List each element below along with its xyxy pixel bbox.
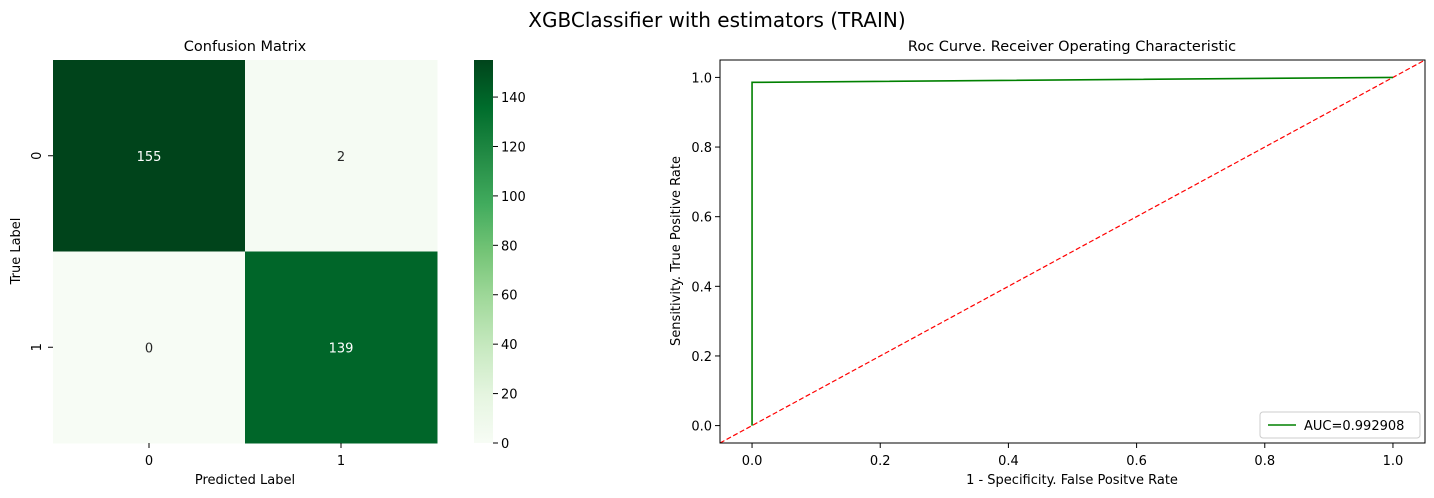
figure-suptitle: XGBClassifier with estimators (TRAIN)	[528, 8, 905, 32]
colorbar-tick-label: 20	[501, 388, 518, 403]
roc-xtick-label: 0.4	[998, 454, 1019, 469]
cm-xtick-label: 0	[145, 454, 153, 469]
cm-cell-0-1	[245, 60, 438, 252]
roc-xtick-label: 0.8	[1254, 454, 1275, 469]
roc-ytick-label: 0.6	[691, 211, 712, 226]
cm-value-0-0: 155	[137, 150, 162, 165]
colorbar-tick-label: 60	[501, 289, 518, 304]
roc-xlabel: 1 - Specificity. False Positve Rate	[966, 473, 1178, 488]
roc-ytick-label: 0.2	[691, 350, 712, 365]
cm-value-1-1: 139	[329, 341, 354, 356]
cm-colorbar	[474, 60, 493, 443]
roc-ytick-label: 0.8	[691, 141, 712, 156]
colorbar-tick-label: 80	[501, 239, 518, 254]
cm-cell-0-0	[53, 60, 246, 252]
roc-legend-label: AUC=0.992908	[1304, 419, 1404, 434]
roc-xtick-label: 1.0	[1383, 454, 1404, 469]
colorbar-tick-label: 120	[501, 140, 526, 155]
cm-cell-1-0	[53, 251, 246, 444]
colorbar-tick-label: 0	[501, 437, 509, 452]
cm-value-0-1: 2	[337, 150, 345, 165]
cm-cell-1-1	[245, 251, 438, 444]
roc-axes-frame	[719, 59, 1426, 444]
cm-ytick-label: 0	[30, 152, 45, 160]
roc-ytick-label: 1.0	[691, 71, 712, 86]
roc-legend: AUC=0.992908	[1259, 411, 1421, 439]
roc-curve-chart: Roc Curve. Receiver Operating Characteri…	[669, 39, 1426, 488]
colorbar-tick-label: 40	[501, 338, 518, 353]
cm-xlabel: Predicted Label	[195, 473, 295, 488]
cm-xtick-label: 1	[337, 454, 345, 469]
roc-ytick-label: 0.0	[691, 420, 712, 435]
roc-xtick-label: 0.0	[742, 454, 763, 469]
roc-xtick-label: 0.6	[1126, 454, 1147, 469]
roc-curve-line	[751, 76, 1393, 426]
roc-ytick-label: 0.4	[691, 280, 712, 295]
roc-ylabel: Sensitivity. True Positive Rate	[669, 156, 684, 346]
colorbar-tick-label: 100	[501, 190, 526, 205]
roc-diagonal-line	[720, 60, 1425, 443]
cm-ylabel: True Label	[9, 218, 24, 286]
cm-ytick-label: 1	[30, 343, 45, 351]
roc-title: Roc Curve. Receiver Operating Characteri…	[908, 39, 1236, 55]
roc-legend-box	[1259, 411, 1421, 439]
roc-xtick-label: 0.2	[870, 454, 891, 469]
colorbar-tick-label: 140	[501, 91, 526, 106]
cm-value-1-0: 0	[145, 341, 153, 356]
cm-title: Confusion Matrix	[184, 39, 307, 55]
